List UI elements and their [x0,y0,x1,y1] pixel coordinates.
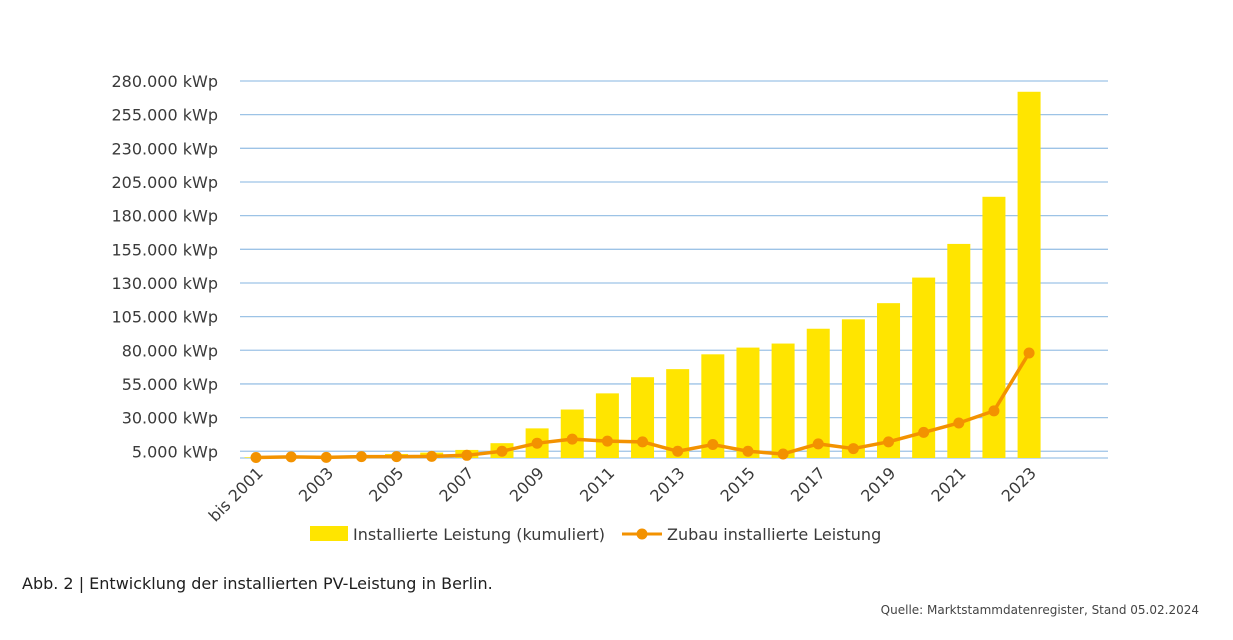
line-point [566,433,578,445]
x-tick-label: 2017 [787,463,829,505]
bar [947,243,971,458]
pv-chart: 5.000 kWp 30.000 kWp 55.000 kWp 80.000 kWp 1… [112,72,1108,544]
line-point [426,450,438,462]
legend-label-additions: Zubau installierte Leistung [667,525,881,544]
y-tick-label: 280.000 kWp [112,72,219,91]
bar [701,354,725,458]
x-tick-label: 2023 [998,463,1040,505]
bar [666,369,690,458]
x-tick-label: 2011 [576,463,618,505]
line-series-additions [250,347,1035,463]
line-point [918,426,930,438]
y-tick-label: 180.000 kWp [112,207,219,226]
y-tick-label: 55.000 kWp [122,375,218,394]
grid-lines [240,80,1108,459]
line-point [496,445,508,457]
line-point [883,436,895,448]
bar [771,343,795,458]
x-tick-label: 2005 [365,463,407,505]
legend-swatch-cumulative [310,526,348,541]
x-axis-ticks: bis 2001 2003 2005 2007 2009 2011 2013 2015 2017… [205,463,1040,525]
bar [631,377,655,458]
legend: Installierte Leistung (kumuliert) Zubau … [310,525,881,544]
bar [912,277,936,458]
line-point [601,435,613,447]
line-point [531,437,543,449]
line-point [707,439,719,451]
line-point [988,405,1000,417]
bar [595,393,619,458]
line-point [953,417,965,429]
y-tick-label: 255.000 kWp [112,106,219,125]
x-tick-label: 2007 [435,463,477,505]
bar [877,303,901,458]
bar [1017,91,1041,459]
bar [982,196,1006,459]
legend-marker-additions [636,528,648,540]
line-point [742,445,754,457]
y-axis-ticks: 5.000 kWp 30.000 kWp 55.000 kWp 80.000 kWp 1… [112,72,219,461]
y-tick-label: 30.000 kWp [122,409,218,428]
y-tick-label: 230.000 kWp [112,139,219,158]
line-point [847,443,859,455]
x-tick-label: 2021 [927,463,969,505]
y-tick-label: 155.000 kWp [112,240,219,259]
y-tick-label: 130.000 kWp [112,274,219,293]
line-point [777,448,789,460]
x-tick-label: 2015 [717,463,759,505]
x-tick-label: bis 2001 [205,463,267,525]
legend-label-cumulative: Installierte Leistung (kumuliert) [353,525,605,544]
y-tick-label: 5.000 kWp [132,442,218,461]
x-tick-label: 2003 [295,463,337,505]
y-tick-label: 205.000 kWp [112,173,219,192]
y-tick-label: 105.000 kWp [112,308,219,327]
x-tick-label: 2019 [857,463,899,505]
line-point [391,451,403,463]
bar [736,347,760,458]
x-tick-label: 2009 [506,463,548,505]
line-point [250,451,262,463]
line-point [355,451,367,463]
bar-series-cumulative [244,91,1041,459]
line-point [285,451,297,463]
bar [841,319,865,458]
figure-caption: Abb. 2 | Entwicklung der installierten P… [22,574,493,593]
source-note: Quelle: Marktstammdatenregister, Stand 0… [880,603,1199,617]
y-tick-label: 80.000 kWp [122,341,218,360]
line-point [1023,347,1035,359]
line-point [461,449,473,461]
line-point [637,436,649,448]
x-tick-label: 2013 [646,463,688,505]
line-point [672,445,684,457]
bar [806,328,830,458]
line-point [320,451,332,463]
line-point [812,438,824,450]
